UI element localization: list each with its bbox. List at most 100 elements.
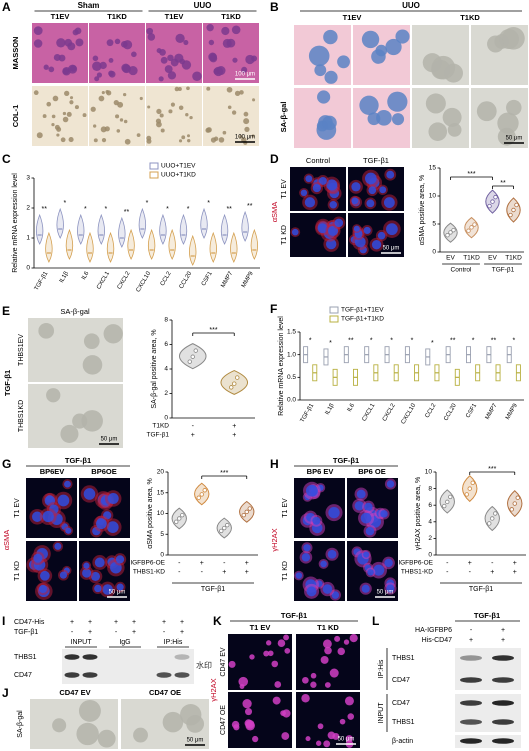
- cell: [83, 488, 96, 500]
- violin: [179, 213, 188, 245]
- cell: [476, 101, 497, 122]
- column-label: T1EV: [165, 12, 184, 21]
- condition-name: CD47-His: [14, 619, 45, 626]
- violin: [106, 231, 115, 263]
- cell: [267, 650, 274, 657]
- column-label: BP6EV: [40, 467, 65, 476]
- violin: [45, 231, 53, 263]
- cell: [64, 480, 71, 488]
- cell: [206, 86, 211, 91]
- condition-sign: -: [163, 629, 166, 636]
- significance: **: [348, 338, 354, 345]
- y-axis-label: Relative mRNA expression level: [278, 316, 285, 416]
- cell: [94, 584, 102, 593]
- cell: [376, 109, 392, 126]
- row-label: SA-β-gal: [279, 102, 288, 133]
- cell: [386, 480, 395, 488]
- cell: [377, 231, 386, 240]
- y-tick-label: 0: [432, 249, 436, 256]
- cell: [122, 64, 131, 74]
- cell: [310, 672, 317, 679]
- violin: [97, 213, 105, 245]
- significance: *: [472, 338, 475, 345]
- x-tick-label: MMP7: [220, 270, 234, 289]
- data-point: [470, 480, 475, 485]
- column-label: BP6 EV: [307, 467, 334, 476]
- x-tick-label: CCL20: [179, 270, 194, 290]
- data-point: [493, 511, 498, 516]
- significance: *: [146, 200, 149, 207]
- cell: [72, 413, 88, 429]
- y-tick-label: 0: [26, 265, 30, 272]
- x-tick-label: EV: [446, 255, 455, 262]
- data-point: [442, 503, 447, 509]
- column-label: TGF-β1: [363, 156, 389, 165]
- cell: [383, 197, 395, 208]
- y-tick-label: 20: [157, 469, 165, 476]
- watermark: 水印: [196, 660, 212, 670]
- cell: [244, 707, 253, 716]
- y-tick-label: 6: [428, 502, 432, 509]
- cell: [102, 584, 113, 595]
- cell: [52, 95, 59, 102]
- cell: [213, 136, 219, 142]
- panel-letter: E: [2, 304, 10, 318]
- footer: TGF-β1: [201, 586, 225, 593]
- cell: [186, 134, 191, 138]
- condition-sign: +: [180, 629, 184, 636]
- condition-sign: -: [470, 627, 473, 634]
- cell: [305, 736, 311, 742]
- cell: [366, 199, 375, 208]
- significance: *: [105, 206, 108, 213]
- cell: [116, 129, 121, 133]
- cell: [206, 24, 214, 32]
- column-label: T1EV: [343, 13, 362, 22]
- scale-label: 50 μm: [383, 246, 400, 252]
- violin: [200, 207, 208, 239]
- blot-band: [492, 719, 514, 725]
- condition-sign: -: [178, 560, 181, 567]
- cell: [83, 333, 100, 350]
- significance: *: [309, 338, 312, 345]
- cell: [356, 489, 366, 499]
- row-label: SA-β-gal: [17, 710, 24, 738]
- y-tick-label: 1: [26, 235, 30, 242]
- cell: [312, 183, 321, 193]
- cell: [239, 90, 244, 95]
- cell: [271, 660, 279, 668]
- x-tick-label: MMP7: [485, 402, 499, 421]
- cell: [305, 484, 318, 497]
- significance: ***: [467, 171, 475, 178]
- cell: [272, 696, 281, 705]
- violin: [118, 216, 126, 248]
- cell: [367, 112, 381, 126]
- image-title: SA-β-gal: [60, 307, 90, 316]
- band-label: β-actin: [392, 738, 413, 745]
- y-axis-label: αSMA positive area, %: [419, 175, 426, 246]
- cell: [265, 640, 272, 646]
- cell: [310, 681, 317, 688]
- cell: [92, 55, 99, 62]
- cell: [222, 38, 232, 48]
- significance: *: [390, 338, 393, 345]
- violin: [86, 231, 94, 263]
- cell: [242, 699, 252, 709]
- significance: ***: [488, 466, 496, 473]
- condition-sign: +: [191, 432, 195, 439]
- data-point: [235, 375, 240, 380]
- data-point: [177, 516, 182, 521]
- section-label: INPUT: [378, 702, 385, 724]
- cell: [183, 40, 189, 46]
- x-tick-label: MMP9: [241, 270, 255, 289]
- column-label: T1KD: [107, 12, 127, 21]
- cell: [186, 86, 190, 91]
- cell: [54, 542, 62, 550]
- section-label: IP:His: [378, 659, 385, 678]
- condition-sign: +: [132, 629, 136, 636]
- condition-sign: +: [162, 619, 166, 626]
- legend-swatch: [329, 315, 339, 323]
- condition-sign: -: [446, 569, 449, 576]
- cell: [58, 54, 66, 62]
- cell: [68, 64, 78, 74]
- lane-label: IP:His: [164, 639, 183, 646]
